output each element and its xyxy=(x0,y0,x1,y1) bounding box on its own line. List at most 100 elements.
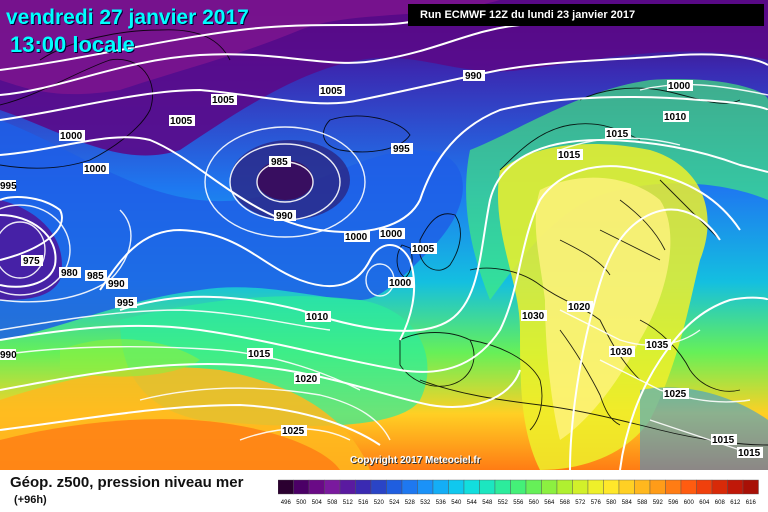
scale-swatch xyxy=(727,479,744,495)
scale-swatch xyxy=(355,479,372,495)
scale-swatch xyxy=(603,479,620,495)
isobar-label: 1030 xyxy=(610,347,633,358)
forecast-lead-time: (+96h) xyxy=(14,494,47,506)
isobars xyxy=(0,83,768,451)
isobar-label: 1020 xyxy=(295,374,318,385)
isobar-label: 995 xyxy=(117,298,134,309)
isobar-label: 1030 xyxy=(522,311,545,322)
scale-swatch xyxy=(432,479,449,495)
scale-tick-label: 596 xyxy=(668,500,679,506)
scale-swatch xyxy=(587,479,604,495)
scale-swatch xyxy=(556,479,573,495)
scale-tick-label: 548 xyxy=(482,500,493,506)
scale-swatch xyxy=(541,479,558,495)
isobar-label: 1005 xyxy=(170,116,193,127)
scale-tick-label: 544 xyxy=(467,500,478,506)
scale-tick-label: 556 xyxy=(513,500,524,506)
scale-tick-label: 552 xyxy=(498,500,509,506)
model-run-info: Run ECMWF 12Z du lundi 23 janvier 2017 xyxy=(408,4,764,26)
isobar-label: 1015 xyxy=(712,435,735,446)
isobar-label: 1000 xyxy=(668,81,691,92)
weather-map: 990 1000 1005 1005 1005 1000 1000 995 98… xyxy=(0,0,768,470)
scale-tick-label: 580 xyxy=(606,500,617,506)
scale-swatch xyxy=(680,479,697,495)
geopotential-contours xyxy=(0,19,768,470)
scale-swatch xyxy=(572,479,589,495)
isobar-label: 1025 xyxy=(664,389,687,400)
isobar-label: 1000 xyxy=(389,278,412,289)
isobar-label: 1005 xyxy=(412,244,435,255)
isobar-label: 995 xyxy=(0,181,17,192)
color-scale: 496 500 504 508 512 516 520 524 528 532 536 540 544 5… xyxy=(278,479,759,506)
scale-swatch xyxy=(339,479,356,495)
isobar-label: 990 xyxy=(276,211,293,222)
isobar-label: 990 xyxy=(465,71,482,82)
isobar-label: 1015 xyxy=(606,129,629,140)
scale-tick-label: 616 xyxy=(746,500,757,506)
scale-swatch xyxy=(525,479,542,495)
scale-swatch xyxy=(634,479,651,495)
isobar-label: 985 xyxy=(87,271,104,282)
isobar-label: 995 xyxy=(393,144,410,155)
scale-tick-label: 588 xyxy=(637,500,648,506)
isobar-label: 1015 xyxy=(248,349,271,360)
scale-tick-label: 584 xyxy=(622,500,633,506)
scale-swatch xyxy=(510,479,527,495)
scale-tick-label: 576 xyxy=(591,500,602,506)
scale-tick-label: 560 xyxy=(529,500,540,506)
isobar-label: 1015 xyxy=(738,448,761,459)
copyright-notice: Copyright 2017 Meteociel.fr xyxy=(350,455,481,466)
scale-swatch xyxy=(479,479,496,495)
scale-tick-label: 568 xyxy=(560,500,571,506)
scale-tick-label: 528 xyxy=(405,500,416,506)
scale-tick-label: 512 xyxy=(343,500,354,506)
scale-tick-label: 608 xyxy=(715,500,726,506)
isobar-label: 1000 xyxy=(345,232,368,243)
isobar-label: 990 xyxy=(0,350,17,361)
scale-swatch xyxy=(618,479,635,495)
scale-tick-label: 524 xyxy=(389,500,400,506)
isobar-label: 1005 xyxy=(212,95,235,106)
scale-swatch xyxy=(386,479,403,495)
scale-tick-label: 600 xyxy=(684,500,695,506)
isobar-label: 1015 xyxy=(558,150,581,161)
scale-swatch xyxy=(448,479,465,495)
scale-swatch xyxy=(696,479,713,495)
isobar-label: 1000 xyxy=(60,131,83,142)
isobar-labels: 990 1000 1005 1005 1005 1000 1000 995 98… xyxy=(0,70,763,459)
scale-tick-label: 520 xyxy=(374,500,385,506)
scale-swatch xyxy=(649,479,666,495)
scale-tick-label: 496 xyxy=(281,500,292,506)
scale-tick-label: 504 xyxy=(312,500,323,506)
isobar-label: 1000 xyxy=(84,164,107,175)
scale-tick-label: 536 xyxy=(436,500,447,506)
scale-swatch xyxy=(463,479,480,495)
scale-tick-label: 592 xyxy=(653,500,664,506)
scale-tick-label: 540 xyxy=(451,500,462,506)
scale-tick-label: 572 xyxy=(575,500,586,506)
scale-tick-label: 532 xyxy=(420,500,431,506)
scale-tick-label: 612 xyxy=(730,500,741,506)
scale-swatch xyxy=(494,479,511,495)
scale-swatch xyxy=(324,479,341,495)
isobar-label: 1010 xyxy=(306,312,329,323)
scale-swatch xyxy=(711,479,728,495)
scale-swatch xyxy=(742,479,759,495)
isobar-label: 1025 xyxy=(282,426,305,437)
scale-swatch xyxy=(665,479,682,495)
scale-swatch xyxy=(370,479,387,495)
map-caption: Géop. z500, pression niveau mer xyxy=(10,474,244,491)
isobar-label: 980 xyxy=(61,268,78,279)
scale-swatch xyxy=(293,479,310,495)
isobar-label: 1035 xyxy=(646,340,669,351)
isobar-label: 1005 xyxy=(320,86,343,97)
isobar-label: 975 xyxy=(23,256,40,267)
scale-tick-label: 500 xyxy=(296,500,307,506)
scale-swatch xyxy=(401,479,418,495)
scale-tick-label: 516 xyxy=(358,500,369,506)
isobar-label: 1020 xyxy=(568,302,591,313)
scale-swatch xyxy=(417,479,434,495)
scale-tick-label: 508 xyxy=(327,500,338,506)
forecast-date-title: vendredi 27 janvier 2017 xyxy=(6,6,249,29)
scale-tick-label: 564 xyxy=(544,500,555,506)
